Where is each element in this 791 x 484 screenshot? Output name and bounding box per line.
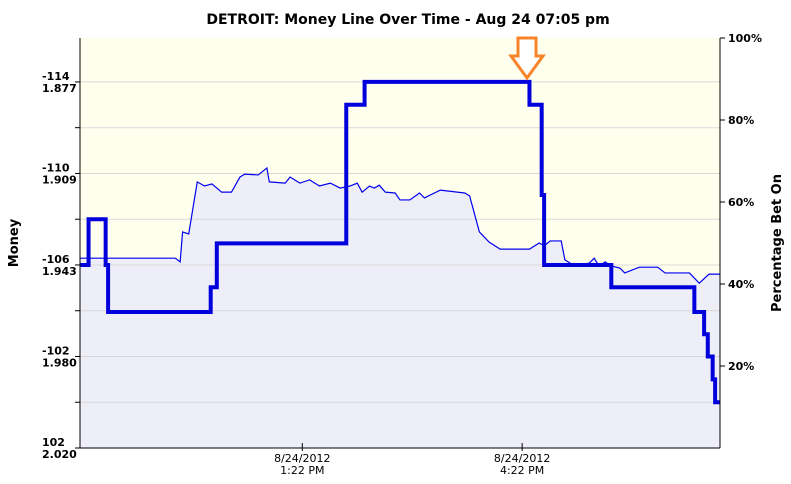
x-tick-label: 8/24/2012 4:22 PM bbox=[494, 452, 550, 477]
x-tick-label: 8/24/2012 1:22 PM bbox=[274, 452, 330, 477]
y-tick-label: 2.020 bbox=[42, 448, 77, 461]
y-tick-moneyline: 102 bbox=[42, 436, 65, 449]
line bbox=[80, 79, 720, 405]
chart-title: DETROIT: Money Line Over Time - Aug 24 0… bbox=[206, 12, 609, 28]
area bbox=[80, 167, 720, 448]
y2-tick-label: 40% bbox=[728, 278, 754, 291]
y2-axis-label: Percentage Bet On bbox=[770, 174, 785, 312]
y-tick-label: 1.980 bbox=[42, 356, 77, 369]
y-tick-moneyline: -114 bbox=[42, 70, 70, 83]
y-tick-label: 1.909 bbox=[42, 173, 77, 186]
marker-arrow bbox=[508, 36, 546, 81]
y-tick-moneyline: -106 bbox=[42, 253, 70, 266]
y2-tick-label: 20% bbox=[728, 360, 754, 373]
y-tick-moneyline: -102 bbox=[42, 344, 70, 357]
y2-tick-label: 80% bbox=[728, 114, 754, 127]
y-tick-moneyline: -110 bbox=[42, 161, 70, 174]
plot bbox=[75, 37, 725, 451]
y2-tick-label: 60% bbox=[728, 196, 754, 209]
y2-tick-label: 100% bbox=[728, 32, 762, 45]
y-axis-label: Money bbox=[7, 218, 22, 267]
y-tick-label: 1.943 bbox=[42, 265, 77, 278]
y-tick-label: 1.877 bbox=[42, 82, 77, 95]
line bbox=[80, 166, 720, 285]
